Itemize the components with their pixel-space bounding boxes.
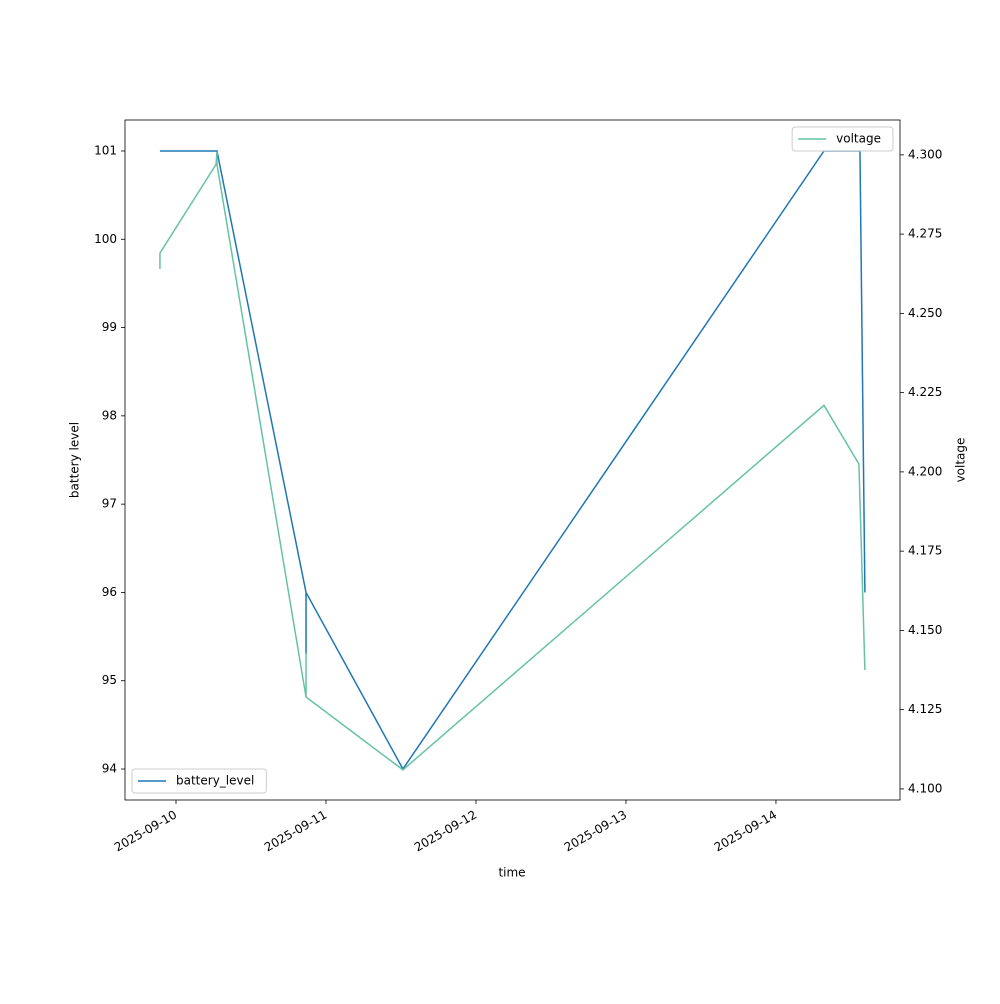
x-tick-label: 2025-09-12 <box>412 808 479 855</box>
y-tick-label: 94 <box>102 762 117 776</box>
legend-label: voltage <box>836 132 881 146</box>
legend-box <box>131 768 267 794</box>
y-tick-label: 98 <box>102 408 117 422</box>
y2-axis-label: voltage <box>954 438 968 483</box>
y-axis-label: battery level <box>68 422 82 498</box>
y-tick-label: 99 <box>102 320 117 334</box>
y-tick-label: 100 <box>94 232 117 246</box>
y-tick-label: 101 <box>94 143 117 157</box>
y2-tick-label: 4.300 <box>908 147 942 161</box>
line-series <box>159 151 866 771</box>
x-tick-label: 2025-09-13 <box>562 808 629 855</box>
y-tick-label: 97 <box>102 497 117 511</box>
legend-label: battery_level <box>176 774 254 788</box>
x-tick-label: 2025-09-14 <box>712 808 779 855</box>
y2-tick-label: 4.200 <box>908 464 942 478</box>
y2-tick-label: 4.275 <box>908 227 942 241</box>
y-tick-label: 95 <box>102 673 117 687</box>
y2-tick-label: 4.225 <box>908 385 942 399</box>
y-tick-label: 96 <box>102 585 117 599</box>
y2-tick-label: 4.150 <box>908 623 942 637</box>
y2-tick-label: 4.100 <box>908 781 942 795</box>
legend-box <box>791 126 894 152</box>
y2-tick-label: 4.250 <box>908 306 942 320</box>
plot-frame <box>124 119 901 801</box>
y2-tick-label: 4.175 <box>908 544 942 558</box>
x-axis-label: time <box>498 866 525 880</box>
x-tick-label: 2025-09-11 <box>262 808 329 855</box>
x-tick-label: 2025-09-10 <box>112 808 179 855</box>
y2-tick-label: 4.125 <box>908 702 942 716</box>
